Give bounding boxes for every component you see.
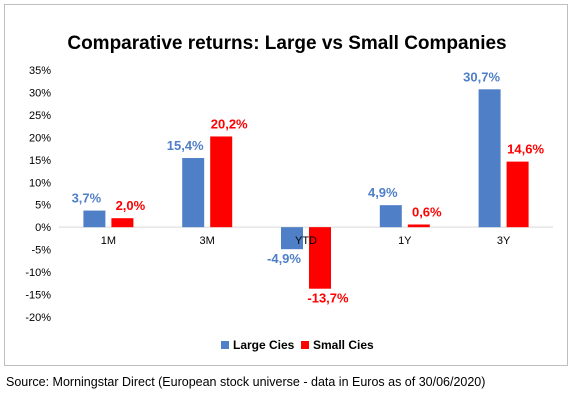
y-tick-label: 5% [35, 200, 51, 212]
x-category-label: 1M [101, 235, 116, 247]
bar-small-cies-3y [506, 161, 529, 228]
y-tick-label: -10% [25, 267, 51, 279]
data-labels: 3,7% 2,0% 15,4% 20,2% -4,9% -13,7% 4,9% 0,6% 30,… [72, 69, 545, 305]
source-note: Source: Morningstar Direct (European sto… [6, 375, 486, 389]
data-label: 30,7% [463, 69, 500, 84]
bar-large-cies-ytd [281, 227, 303, 250]
data-label: 2,0% [116, 198, 146, 213]
y-tick-label: 0% [35, 222, 51, 234]
bar-small-cies-ytd [309, 227, 331, 289]
data-label: 4,9% [368, 185, 398, 200]
bars [83, 89, 529, 289]
chart-title: Comparative returns: Large vs Small Comp… [67, 33, 506, 54]
legend-label: Large Cies [233, 338, 295, 352]
bar-small-cies-1m [111, 218, 134, 228]
bar-large-cies-1y [379, 205, 402, 228]
y-tick-label: -20% [25, 312, 51, 324]
legend-label: Small Cies [313, 338, 374, 352]
x-axis-categories: 1M 3M YTD 1Y 3Y [101, 235, 511, 247]
data-label: -13,7% [307, 291, 349, 306]
x-category-label: 1Y [398, 235, 412, 247]
bar-small-cies-3m [210, 136, 233, 228]
x-category-label: YTD [295, 235, 317, 247]
y-tick-label: 20% [29, 132, 51, 144]
bar-chart: Comparative returns: Large vs Small Comp… [25, 33, 553, 352]
y-tick-label: 35% [29, 65, 51, 77]
legend-swatch [221, 341, 229, 349]
y-tick-label: -5% [31, 245, 51, 257]
legend-swatch [301, 341, 309, 349]
data-label: 3,7% [72, 191, 102, 206]
x-category-label: 3Y [497, 235, 511, 247]
y-axis: 35% 30% 25% 20% 15% 10% 5% 0% -5% -10% -15% -20% [25, 65, 553, 324]
y-tick-label: 30% [29, 87, 51, 99]
data-label: -4,9% [267, 251, 301, 266]
x-category-label: 3M [200, 235, 215, 247]
y-tick-label: -15% [25, 290, 51, 302]
data-label: 15,4% [167, 138, 204, 153]
data-label: 0,6% [412, 204, 442, 219]
data-label: 14,6% [507, 142, 544, 157]
bar-large-cies-3m [182, 158, 205, 228]
legend: Large Cies Small Cies [221, 338, 374, 352]
y-tick-label: 25% [29, 110, 51, 122]
bar-large-cies-1m [83, 210, 106, 228]
data-label: 20,2% [211, 116, 248, 131]
y-tick-label: 15% [29, 155, 51, 167]
y-tick-label: 10% [29, 177, 51, 189]
bar-large-cies-3y [478, 89, 501, 228]
bar-small-cies-1y [407, 224, 430, 228]
chart-frame: Comparative returns: Large vs Small Comp… [4, 4, 568, 366]
